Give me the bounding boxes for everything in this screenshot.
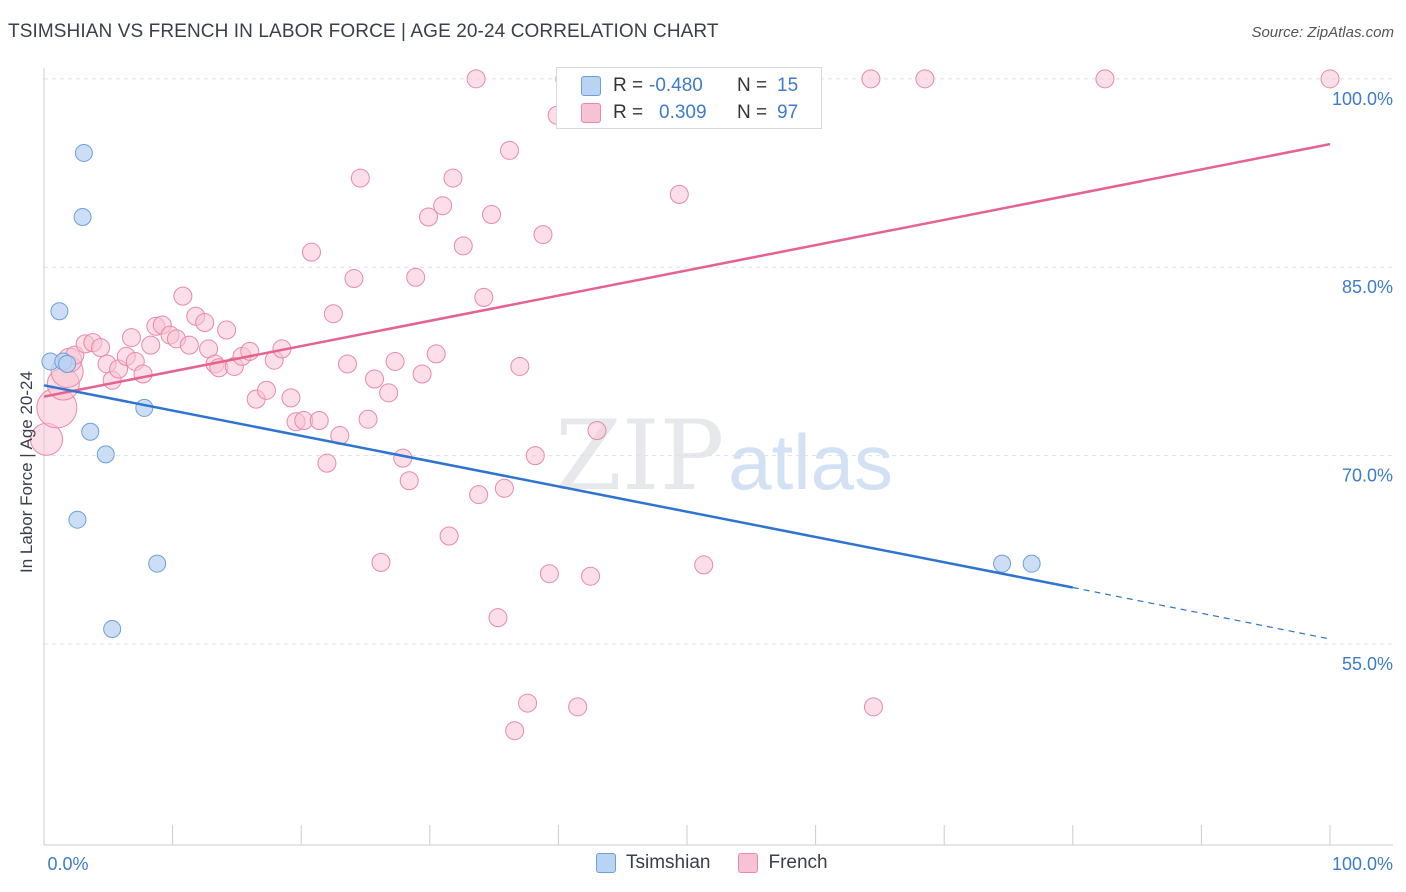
n-label: N = [737, 102, 768, 123]
french-point [494, 478, 514, 498]
tsimshian-point [81, 422, 100, 441]
french-point [466, 69, 486, 89]
french-point [281, 388, 301, 408]
french-point [433, 196, 453, 216]
tsimshian-point [103, 619, 122, 638]
french-point [500, 140, 520, 160]
french-point [1095, 69, 1115, 89]
french-point [505, 721, 525, 741]
french-point [453, 236, 473, 256]
french-point [133, 364, 153, 384]
french-point [141, 335, 161, 355]
tsimshian-point [1022, 554, 1041, 573]
french-point [419, 207, 439, 227]
french-point [568, 697, 588, 717]
french-point [669, 184, 689, 204]
french-point [317, 453, 337, 473]
y-axis-label-wrap: In Labor Force | Age 20-24 [17, 263, 37, 573]
tsimshian-point [148, 554, 167, 573]
french-point [179, 335, 199, 355]
x-tick-label: 100.0% [1332, 854, 1393, 874]
y-axis-label: In Labor Force | Age 20-24 [17, 371, 36, 573]
r-label: R = [613, 75, 644, 96]
french-point [539, 564, 559, 584]
french-point [694, 555, 714, 575]
french-point [371, 552, 391, 572]
tsimshian-point [993, 554, 1012, 573]
french-point [217, 320, 237, 340]
french-point [379, 383, 399, 403]
french-point [323, 304, 343, 324]
tsimshian-point [96, 445, 115, 464]
tsimshian-legend-swatch [596, 853, 616, 873]
tsimshian-swatch [581, 76, 601, 96]
tsimshian-point [58, 354, 77, 373]
y-tick-label: 70.0% [1342, 466, 1393, 486]
french-legend-swatch [738, 853, 759, 873]
watermark-atlas: atlas [728, 418, 893, 506]
french-point [510, 356, 530, 376]
french-point [587, 421, 607, 441]
french-point [581, 566, 601, 586]
french-point [443, 168, 463, 188]
french-point [399, 471, 419, 491]
french-point [406, 267, 426, 287]
french-point [412, 364, 432, 384]
stats-legend: R = -0.480 N = 15 R = 0.309 N = 97 [556, 67, 822, 129]
french-point [863, 697, 883, 717]
french-point [474, 287, 494, 307]
french-point [488, 608, 508, 628]
r-value: -0.480 [649, 75, 703, 96]
french-point [533, 225, 553, 245]
french-point [861, 69, 881, 89]
french-point [91, 338, 111, 358]
tsimshian-point [74, 143, 93, 162]
french-point [121, 328, 141, 348]
french-point [518, 693, 538, 713]
french-point [195, 313, 215, 333]
x-tick-label: 0.0% [47, 854, 88, 874]
tsimshian-point [73, 208, 92, 226]
bottom-legend: Tsimshian French [596, 852, 856, 874]
tsimshian-trend-extension [1072, 586, 1331, 640]
french-point [301, 242, 321, 262]
y-tick-label: 55.0% [1342, 654, 1393, 674]
french-point [344, 269, 364, 289]
source-label: Source: ZipAtlas.com [1251, 24, 1394, 41]
y-tick-label: 85.0% [1342, 277, 1393, 297]
r-value: 0.309 [659, 102, 707, 123]
french-point [358, 409, 378, 429]
french-point [915, 69, 935, 89]
french-point [350, 168, 370, 188]
r-label: R = [613, 102, 644, 123]
tsimshian-point [50, 302, 69, 321]
legend-item-french[interactable]: French [738, 852, 828, 874]
french-swatch [581, 103, 601, 123]
legend-item-tsimshian[interactable]: Tsimshian [596, 852, 710, 874]
legend-label-tsimshian: Tsimshian [626, 852, 711, 873]
tsimshian-trend-line [43, 384, 1074, 589]
french-point [337, 354, 357, 374]
n-value: 97 [777, 102, 799, 123]
french-point [385, 351, 405, 371]
french-point [469, 485, 489, 505]
french-point [439, 526, 459, 546]
n-label: N = [737, 75, 768, 96]
french-point [426, 344, 446, 364]
chart-title: TSIMSHIAN VS FRENCH IN LABOR FORCE | AGE… [8, 21, 719, 42]
french-point [256, 380, 276, 400]
n-value: 15 [777, 75, 799, 96]
french-trend-line [43, 142, 1331, 398]
french-point [173, 286, 193, 306]
french-point [1320, 69, 1340, 89]
french-point [482, 204, 502, 224]
y-tick-label: 100.0% [1332, 89, 1393, 109]
tsimshian-point [68, 510, 87, 529]
french-point [365, 369, 385, 389]
french-point [309, 410, 329, 430]
french-point [525, 446, 545, 466]
legend-label-french: French [768, 852, 828, 873]
tsimshian-point [135, 398, 154, 417]
